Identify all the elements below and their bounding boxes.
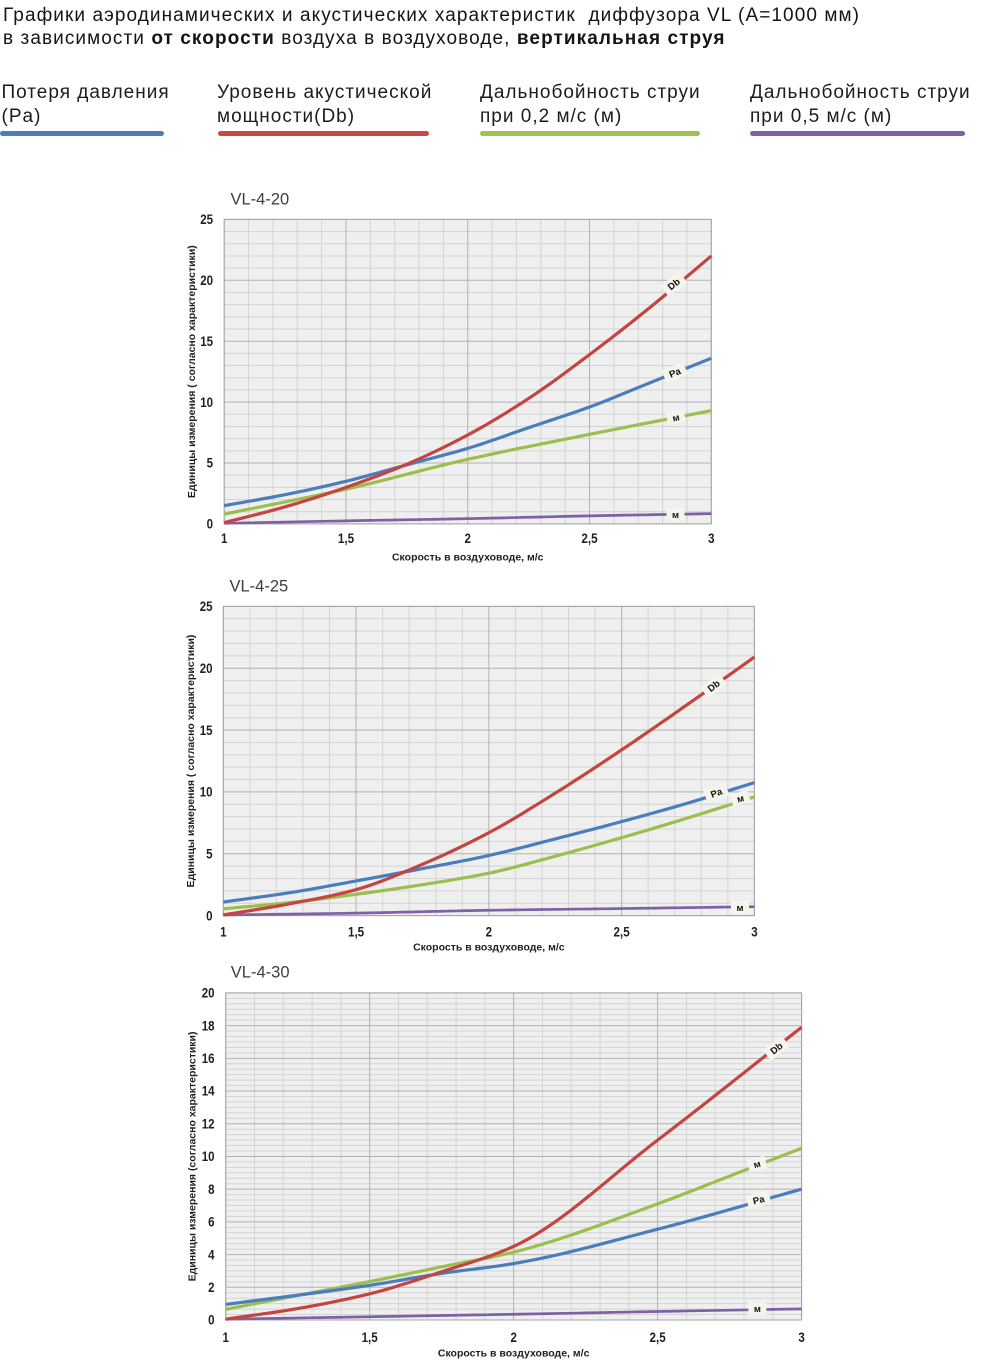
svg-text:2,5: 2,5 [614,924,630,940]
svg-text:1: 1 [223,1329,230,1345]
svg-text:Скорость в воздуховоде, м/с: Скорость в воздуховоде, м/с [413,942,565,954]
svg-text:м: м [754,1304,761,1315]
svg-text:м: м [672,510,679,521]
svg-text:VL-4-30: VL-4-30 [231,964,290,982]
svg-text:2: 2 [465,530,472,546]
svg-text:16: 16 [202,1050,215,1066]
svg-text:4: 4 [208,1246,215,1262]
svg-text:20: 20 [200,660,213,676]
svg-text:10: 10 [202,1148,215,1164]
svg-text:Pa: Pa [752,1194,767,1208]
svg-text:VL-4-25: VL-4-25 [230,578,289,596]
svg-text:20: 20 [202,985,215,1001]
svg-text:0: 0 [208,1312,215,1328]
svg-text:8: 8 [208,1181,215,1197]
svg-text:5: 5 [206,845,213,861]
svg-text:2,5: 2,5 [581,530,597,546]
svg-text:1: 1 [220,924,227,940]
svg-text:2: 2 [486,924,493,940]
svg-text:2: 2 [510,1329,517,1345]
svg-text:3: 3 [708,530,715,546]
svg-text:Единицы измерения ( согласно х: Единицы измерения ( согласно характерист… [185,635,197,888]
svg-text:6: 6 [208,1214,215,1230]
svg-text:25: 25 [200,211,213,227]
svg-text:10: 10 [200,394,213,410]
svg-text:3: 3 [751,924,758,940]
svg-text:2,5: 2,5 [650,1329,666,1345]
svg-text:10: 10 [200,784,213,800]
svg-text:5: 5 [207,455,214,471]
svg-text:25: 25 [200,598,213,614]
svg-text:м: м [736,793,746,805]
svg-text:1,5: 1,5 [362,1329,378,1345]
svg-text:1,5: 1,5 [338,530,354,546]
svg-text:Единицы измерения ( согласно х: Единицы измерения ( согласно характерист… [186,245,198,498]
svg-text:1,5: 1,5 [348,924,364,940]
svg-text:15: 15 [200,333,213,349]
svg-text:Pa: Pa [668,366,684,381]
svg-text:Pa: Pa [709,786,724,801]
svg-text:2: 2 [208,1279,215,1295]
svg-text:18: 18 [202,1017,215,1033]
svg-text:20: 20 [200,272,213,288]
svg-text:12: 12 [202,1115,215,1131]
svg-text:VL-4-20: VL-4-20 [231,191,290,209]
svg-text:0: 0 [207,516,214,532]
svg-text:1: 1 [221,530,228,546]
svg-text:Единицы измерения (согласно ха: Единицы измерения (согласно характеристи… [187,1031,199,1281]
svg-text:0: 0 [206,907,213,923]
svg-text:Скорость в воздуховоде, м/с: Скорость в воздуховоде, м/с [392,552,544,564]
svg-text:м: м [671,412,680,424]
svg-text:м: м [752,1159,762,1171]
svg-text:14: 14 [202,1083,215,1099]
svg-text:м: м [736,903,743,914]
svg-text:3: 3 [798,1329,805,1345]
svg-text:15: 15 [200,722,213,738]
svg-text:Скорость в воздуховоде, м/с: Скорость в воздуховоде, м/с [438,1348,590,1360]
